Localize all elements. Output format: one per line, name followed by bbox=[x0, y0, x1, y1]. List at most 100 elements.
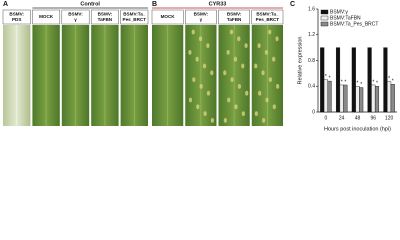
lesion bbox=[241, 111, 245, 116]
significance-mark: * bbox=[360, 82, 362, 88]
leaf-label: BSMV:Ta_ bbox=[256, 11, 279, 16]
label-box bbox=[32, 9, 61, 25]
lesion bbox=[202, 63, 207, 69]
bar bbox=[351, 47, 356, 113]
label-box bbox=[61, 9, 90, 25]
x-tick-label: 48 bbox=[355, 115, 361, 121]
lesion bbox=[258, 90, 262, 96]
bar bbox=[335, 47, 341, 113]
bar bbox=[371, 84, 376, 113]
lesion bbox=[188, 50, 192, 55]
lesion bbox=[227, 97, 231, 103]
lesion bbox=[203, 111, 207, 116]
y-tick-label: 0 bbox=[312, 109, 315, 115]
leaf-label: BSMV: bbox=[194, 11, 209, 16]
lesion bbox=[196, 104, 200, 110]
lesion bbox=[265, 97, 269, 103]
lesion bbox=[264, 50, 268, 55]
y-tick-label: 0.8 bbox=[308, 58, 315, 64]
leaf-label: BSMV:Ta_ bbox=[123, 11, 146, 16]
lesion bbox=[237, 84, 241, 89]
leaf-label: PDS bbox=[12, 17, 21, 22]
bar bbox=[359, 87, 364, 113]
label-box bbox=[120, 9, 149, 25]
bar bbox=[367, 47, 372, 113]
x-tick-label: 120 bbox=[385, 115, 394, 121]
leaf-label: BSMV: bbox=[98, 11, 113, 16]
bar bbox=[323, 79, 328, 113]
lesion bbox=[272, 104, 276, 110]
panel-heading: CYR33 bbox=[209, 1, 227, 7]
lesion bbox=[272, 56, 276, 62]
bar bbox=[327, 80, 332, 113]
lesion bbox=[206, 90, 211, 96]
lesion bbox=[254, 63, 258, 69]
lesion bbox=[254, 111, 258, 116]
bar bbox=[355, 86, 360, 113]
lesion bbox=[230, 77, 234, 82]
label-box bbox=[2, 9, 31, 25]
leaf-label: γ bbox=[200, 17, 203, 22]
leaf-label: MOCK bbox=[39, 14, 54, 19]
lesion bbox=[261, 70, 265, 76]
lesion bbox=[195, 56, 199, 62]
lesion bbox=[192, 77, 196, 82]
y-tick-label: 1.2 bbox=[308, 32, 315, 38]
leaf-label: Pes_BRCT bbox=[256, 17, 280, 22]
lesion bbox=[198, 36, 203, 42]
legend-swatch bbox=[320, 21, 329, 27]
bar bbox=[374, 86, 380, 113]
legend-label: BSMV:TaFBN bbox=[330, 15, 361, 21]
lesion bbox=[257, 43, 261, 48]
lesion bbox=[199, 84, 203, 89]
legend-swatch bbox=[320, 9, 329, 15]
panel-label: B bbox=[152, 1, 157, 8]
bar bbox=[339, 84, 344, 113]
lesion bbox=[229, 29, 234, 35]
significance-mark: * bbox=[344, 79, 346, 85]
significance-mark: * bbox=[392, 79, 394, 85]
lesion bbox=[268, 77, 272, 82]
lesion bbox=[276, 84, 280, 89]
x-tick-label: 24 bbox=[339, 115, 345, 121]
bar bbox=[390, 84, 395, 113]
x-tick-label: 0 bbox=[325, 115, 328, 121]
significance-mark: * bbox=[341, 79, 343, 85]
label-box bbox=[185, 9, 217, 25]
significance-mark: * bbox=[388, 76, 390, 82]
lesion bbox=[237, 36, 241, 42]
leaf-label: Pes_BRCT bbox=[123, 17, 147, 22]
y-tick-label: 0.4 bbox=[308, 84, 315, 90]
significance-mark: * bbox=[325, 74, 327, 80]
legend-swatch bbox=[320, 15, 329, 21]
panel-label: C bbox=[290, 1, 295, 8]
label-box bbox=[251, 9, 284, 25]
bar bbox=[387, 81, 392, 113]
lesion bbox=[206, 43, 210, 48]
significance-mark: * bbox=[376, 81, 378, 87]
leaf-label: γ bbox=[74, 17, 77, 22]
label-box bbox=[151, 9, 184, 25]
leaf-label: MOCK bbox=[161, 14, 176, 19]
page: A Control BSMV: PDS MOCK BSMV: γ BSMV: TaFBN BSMV… bbox=[2, 0, 397, 133]
leaf-label: BSMV: bbox=[227, 11, 242, 16]
panel-heading: Control bbox=[80, 1, 100, 7]
lesion bbox=[191, 29, 195, 35]
significance-mark: * bbox=[329, 75, 331, 81]
lesion bbox=[275, 36, 279, 42]
leaf-label: TaFBN bbox=[227, 17, 242, 22]
significance-mark: * bbox=[372, 79, 374, 85]
lesion bbox=[210, 70, 214, 76]
lesion bbox=[188, 97, 193, 103]
x-axis-label: Hours post inoculation (hpi) bbox=[324, 126, 391, 132]
label-box bbox=[90, 9, 119, 25]
figure: A ControlBSMV:PDSMOCKBSMV:γBSMV:TaFBNBSMV… bbox=[2, 1, 397, 132]
lesion bbox=[262, 118, 266, 123]
lesion bbox=[241, 63, 245, 69]
leaf-label: BSMV: bbox=[68, 11, 83, 16]
bar bbox=[383, 47, 388, 113]
lesion bbox=[210, 118, 214, 123]
leaf-label: BSMV: bbox=[9, 11, 24, 16]
legend-label: BSMV:Ta_Pes_BRCT bbox=[330, 21, 378, 27]
lesion bbox=[234, 104, 238, 110]
